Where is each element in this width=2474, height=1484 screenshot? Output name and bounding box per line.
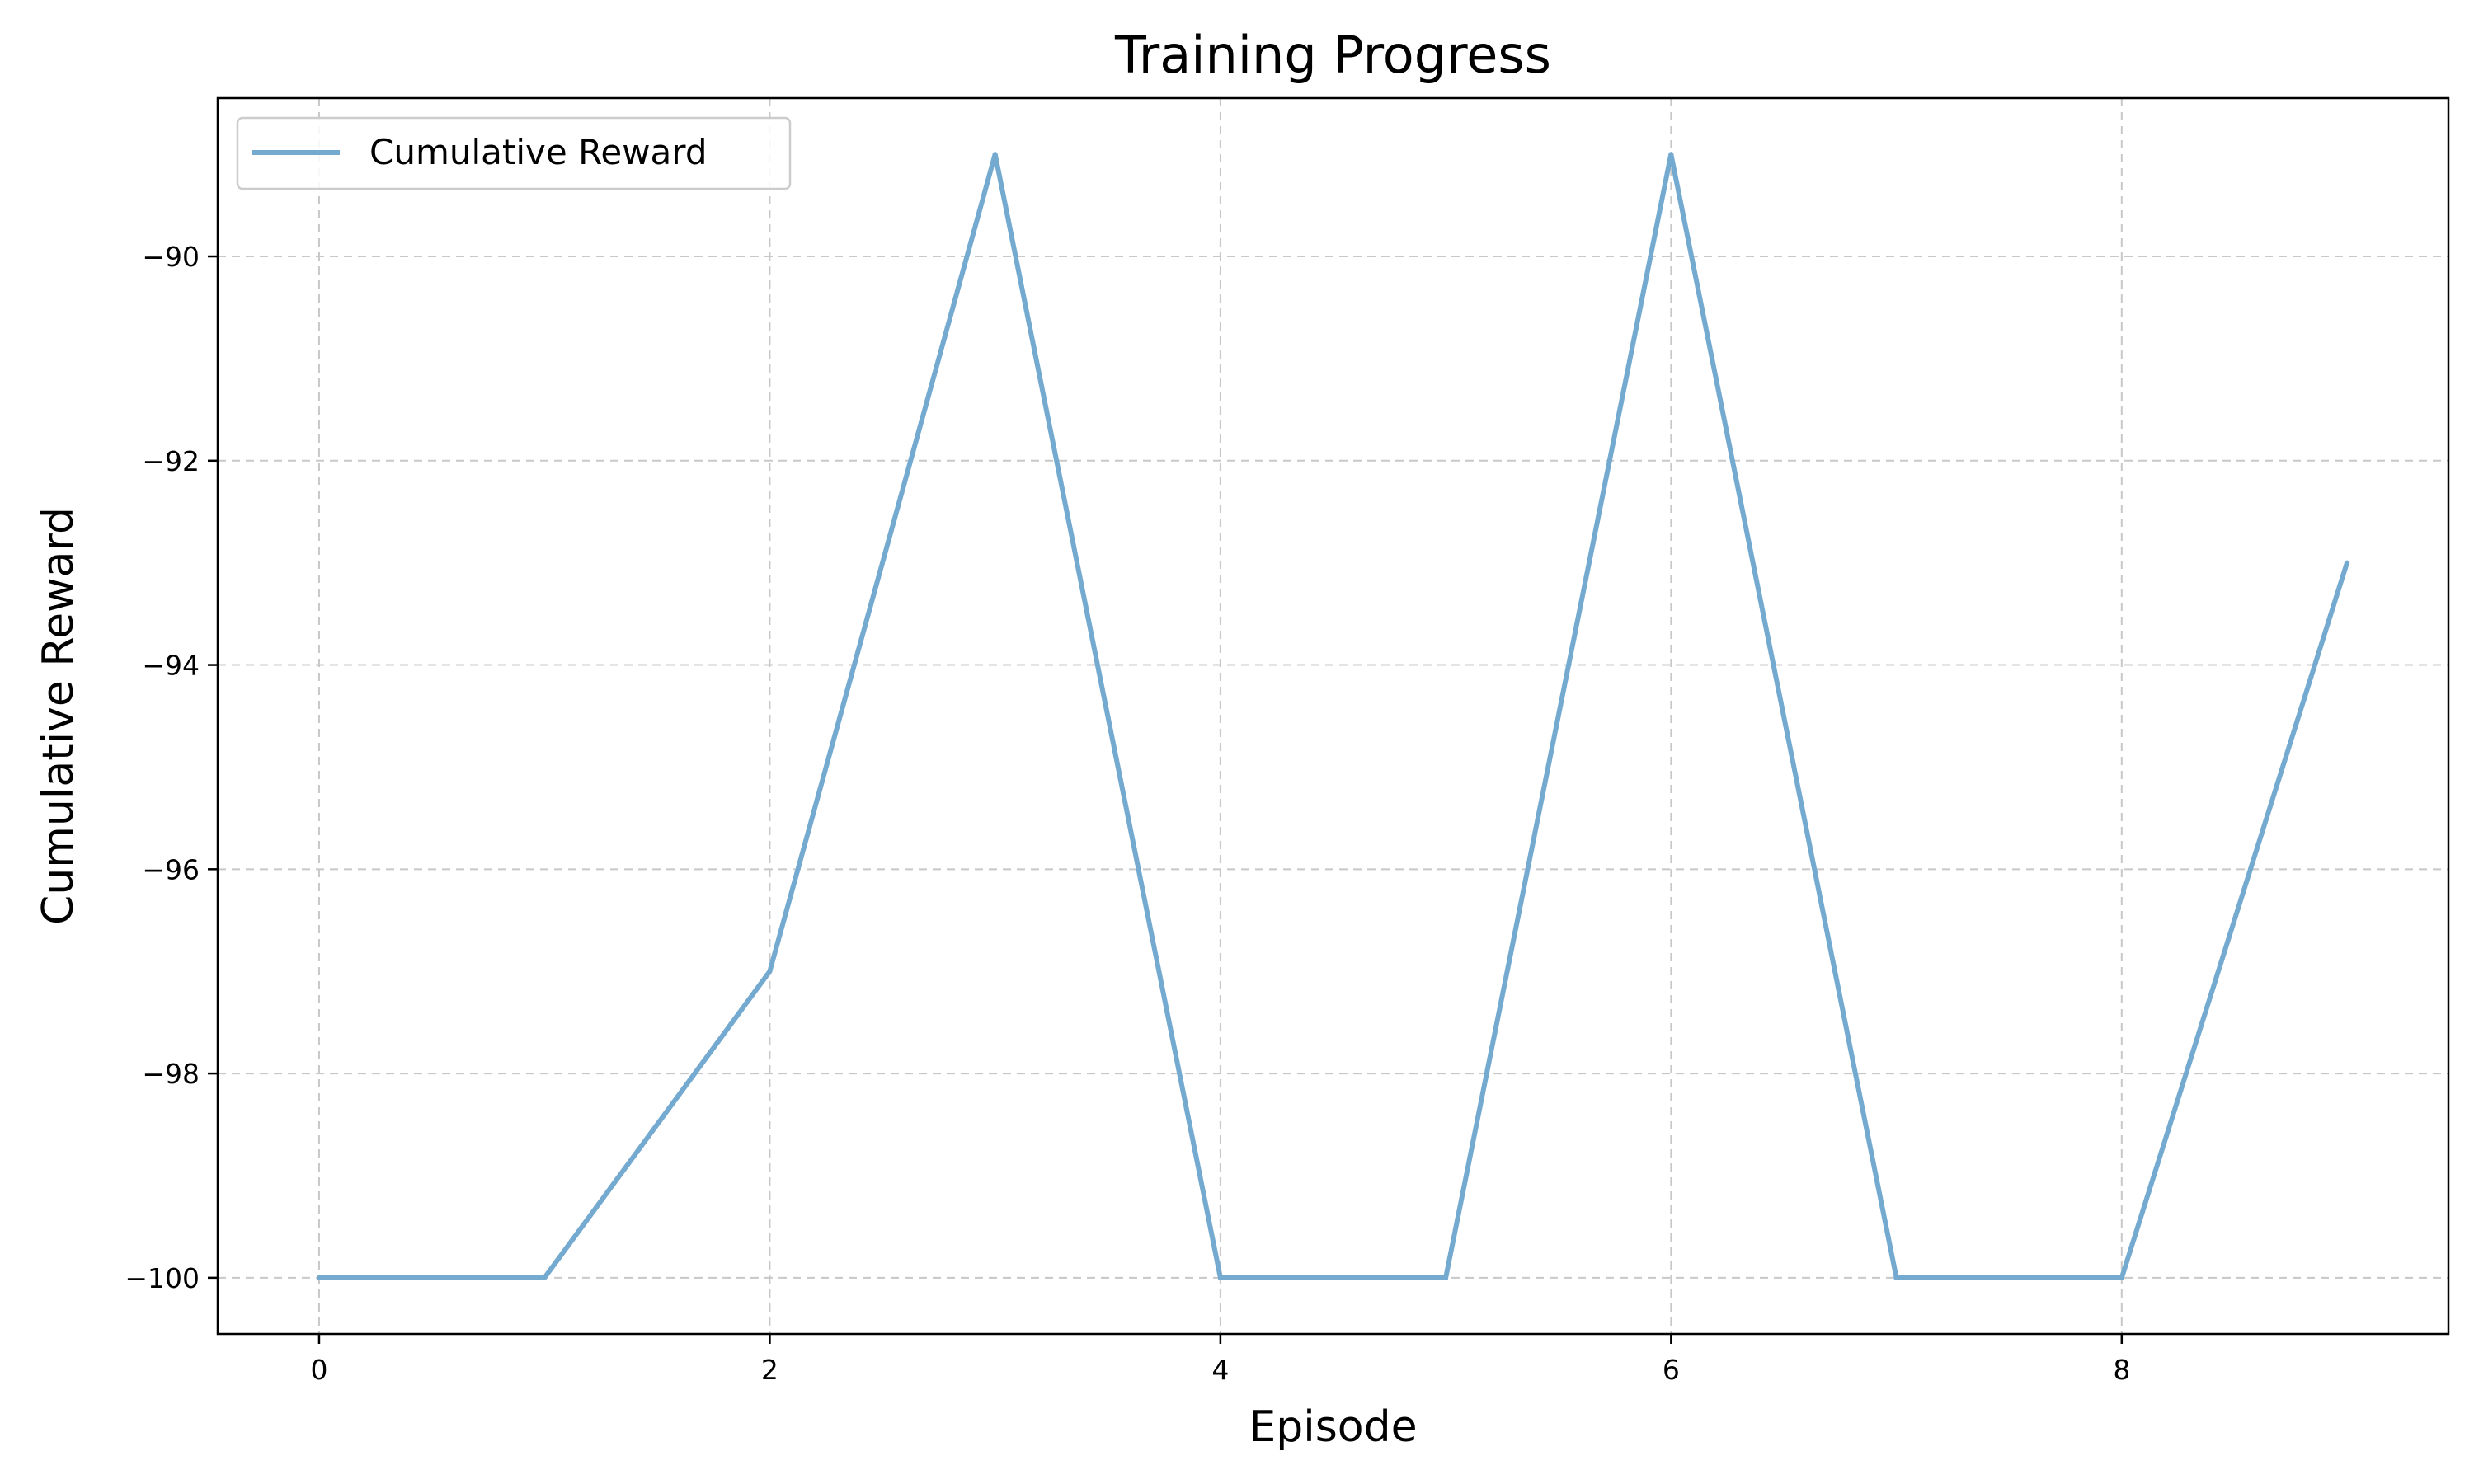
chart-title: Training Progress bbox=[1114, 25, 1551, 85]
legend-label: Cumulative Reward bbox=[369, 132, 707, 172]
y-tick-label: −96 bbox=[142, 853, 200, 885]
legend-box bbox=[236, 116, 792, 190]
data-point bbox=[767, 969, 773, 974]
data-point bbox=[2119, 1275, 2124, 1280]
series-layer bbox=[316, 152, 2350, 1280]
data-point bbox=[1893, 1275, 1899, 1280]
data-point bbox=[1668, 152, 1674, 157]
y-tick-label: −92 bbox=[142, 445, 200, 477]
x-tick-label: 0 bbox=[310, 1354, 327, 1386]
y-axis-title: Cumulative Reward bbox=[34, 507, 83, 925]
y-tick-label: −100 bbox=[125, 1262, 200, 1294]
x-axis-title: Episode bbox=[1249, 1402, 1417, 1452]
data-point bbox=[542, 1275, 548, 1280]
x-tick-label: 6 bbox=[1663, 1354, 1680, 1386]
data-point bbox=[2345, 560, 2350, 566]
data-point bbox=[316, 1275, 322, 1280]
x-tick-label: 4 bbox=[1211, 1354, 1229, 1386]
y-tick-label: −90 bbox=[142, 241, 200, 273]
legend: Cumulative Reward bbox=[236, 116, 792, 190]
x-tick-label: 8 bbox=[2113, 1354, 2130, 1386]
grid-lines bbox=[218, 98, 2448, 1334]
y-tick-label: −98 bbox=[142, 1058, 200, 1090]
x-tick-label: 2 bbox=[761, 1354, 778, 1386]
y-axis-ticks: −100 −98 −96 −94 −92 −90 bbox=[125, 241, 218, 1294]
plot-frame bbox=[216, 96, 2450, 1336]
data-point bbox=[1443, 1275, 1449, 1280]
data-point bbox=[992, 152, 998, 157]
x-axis-ticks: 0 2 4 6 8 bbox=[310, 1334, 2130, 1386]
data-point bbox=[1217, 1275, 1223, 1280]
series-line bbox=[319, 153, 2349, 1280]
y-tick-label: −94 bbox=[142, 650, 200, 682]
